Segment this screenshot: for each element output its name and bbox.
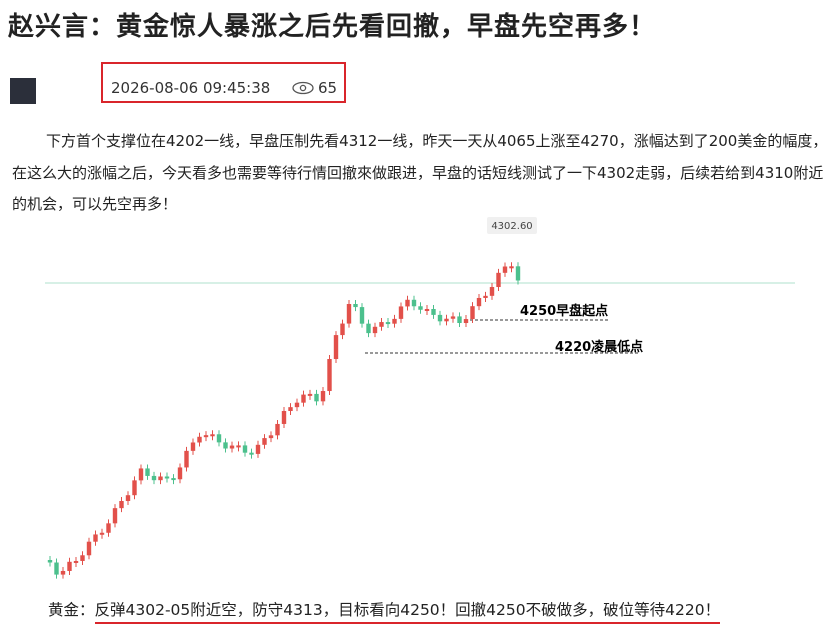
candle xyxy=(424,309,430,312)
candle xyxy=(203,435,209,438)
candle xyxy=(158,476,163,481)
candle xyxy=(93,534,98,542)
candle xyxy=(268,435,274,439)
candle xyxy=(476,297,482,307)
footer-lead: 黄金： xyxy=(48,601,95,619)
candle xyxy=(346,303,352,324)
candle xyxy=(327,359,332,392)
candle xyxy=(314,393,319,402)
price-tag xyxy=(487,217,537,234)
candle xyxy=(236,445,241,448)
candle xyxy=(366,323,371,334)
candle xyxy=(171,478,176,481)
candle xyxy=(320,391,326,402)
footer-text: 反弹4302-05附近空，防守4313，目标看向4250！回撤4250不破做多，… xyxy=(94,601,721,624)
candle xyxy=(255,444,261,454)
candle xyxy=(60,570,66,575)
candle xyxy=(333,335,339,360)
candles xyxy=(47,262,521,579)
candle xyxy=(457,316,462,324)
candle xyxy=(281,411,287,424)
candle xyxy=(359,307,365,324)
candle xyxy=(86,541,92,556)
candle xyxy=(47,560,53,563)
candle xyxy=(431,309,436,315)
candle xyxy=(197,436,202,443)
candle xyxy=(106,523,111,533)
candle xyxy=(112,508,118,524)
candle xyxy=(294,402,300,408)
candle xyxy=(411,299,417,307)
candle xyxy=(379,322,384,327)
candle xyxy=(418,306,423,310)
candle xyxy=(177,467,183,480)
candle xyxy=(73,560,79,563)
candle xyxy=(80,555,85,561)
candle xyxy=(223,442,228,449)
candle xyxy=(489,287,495,296)
candle xyxy=(288,407,293,412)
candle xyxy=(145,468,150,476)
candle xyxy=(119,501,124,509)
candle xyxy=(444,318,449,322)
candle xyxy=(515,266,521,281)
views: 65 xyxy=(318,79,338,97)
candle xyxy=(392,318,397,324)
candle xyxy=(67,561,72,571)
title: 赵兴言：黄金惊人暴涨之后先看回撤，早盘先空再多！ xyxy=(8,12,657,42)
candlestick-figure: 4302.60 4250早盘起点 4220凌晨低点 xyxy=(45,217,795,579)
eye-icon xyxy=(292,81,314,95)
candle xyxy=(132,480,137,496)
footer: 黄金：反弹4302-05附近空，防守4313，目标看向4250！回撤4250不破… xyxy=(48,598,721,624)
datetime: 2026-08-06 09:45:38 xyxy=(111,79,271,97)
candle xyxy=(164,476,170,479)
candle xyxy=(210,434,215,437)
meta-box xyxy=(101,62,346,103)
candle xyxy=(242,445,248,453)
price-label: 4302.60 xyxy=(491,221,532,232)
level-label: 4250早盘起点 xyxy=(520,303,608,319)
candle xyxy=(502,266,508,273)
candle xyxy=(99,532,105,535)
candle xyxy=(54,562,59,575)
candle xyxy=(509,266,514,269)
candle xyxy=(275,423,280,436)
candle xyxy=(483,295,488,298)
candle xyxy=(340,323,345,336)
candle xyxy=(307,393,313,396)
candle xyxy=(125,495,131,502)
candle xyxy=(190,442,196,451)
candle xyxy=(184,450,189,468)
candle xyxy=(470,306,475,320)
candle xyxy=(450,316,456,319)
candle xyxy=(216,434,222,443)
candle xyxy=(249,452,254,455)
candle xyxy=(385,322,391,325)
candle xyxy=(463,319,469,324)
candle xyxy=(138,468,144,481)
candle xyxy=(262,438,267,445)
candle xyxy=(372,326,378,334)
candle xyxy=(437,314,443,322)
candle xyxy=(151,475,157,481)
level-label: 4220凌晨低点 xyxy=(555,339,643,355)
candle xyxy=(353,303,358,308)
candle xyxy=(301,394,306,403)
avatar xyxy=(10,78,36,104)
candle xyxy=(398,306,404,319)
candle xyxy=(405,299,410,307)
candle xyxy=(229,445,235,449)
paragraph: 下方首个支撑位在4202一线，早盘压制先看4312一线，昨天一天从4065上涨至… xyxy=(12,132,828,213)
candle xyxy=(496,272,501,288)
